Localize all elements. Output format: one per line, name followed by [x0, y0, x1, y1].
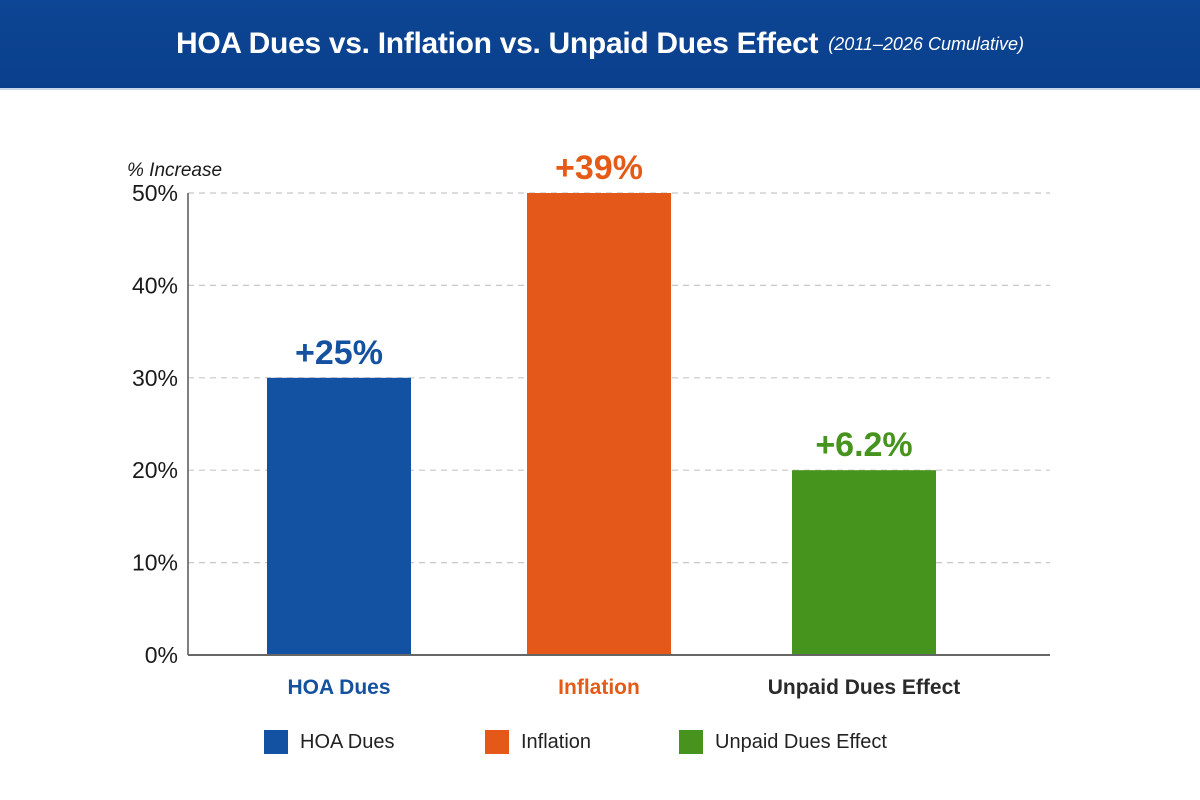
bar-unpaid-dues-effect: [792, 470, 936, 655]
y-tick-label: 30%: [132, 365, 178, 391]
x-category-label: Unpaid Dues Effect: [768, 676, 961, 699]
y-tick-label: 20%: [132, 457, 178, 483]
legend-swatch-inflation: [485, 730, 509, 754]
y-axis-ticks: 0% 10% 20% 30% 40% 50%: [132, 180, 178, 668]
bar-inflation: [527, 193, 671, 655]
data-labels: +25% +39% +6.2%: [295, 149, 913, 464]
legend-label-unpaid-dues-effect: Unpaid Dues Effect: [715, 730, 887, 753]
x-category-label: Inflation: [558, 676, 640, 699]
chart-header: HOA Dues vs. Inflation vs. Unpaid Dues E…: [0, 0, 1200, 90]
y-tick-label: 50%: [132, 180, 178, 206]
x-category-label: HOA Dues: [287, 676, 390, 699]
legend-item-inflation: Inflation: [485, 730, 591, 754]
y-axis-label: % Increase: [127, 160, 222, 181]
chart-subtitle: (2011–2026 Cumulative): [828, 33, 1024, 54]
y-tick-label: 0%: [145, 642, 178, 668]
y-tick-label: 10%: [132, 550, 178, 576]
chart-title: HOA Dues vs. Inflation vs. Unpaid Dues E…: [176, 27, 819, 60]
legend: HOA Dues Inflation Unpaid Dues Effect: [0, 730, 1200, 760]
legend-item-hoa-dues: HOA Dues: [264, 730, 394, 754]
legend-item-unpaid-dues-effect: Unpaid Dues Effect: [679, 730, 887, 754]
data-label: +39%: [555, 149, 643, 187]
data-label: +25%: [295, 334, 383, 372]
legend-label-inflation: Inflation: [521, 730, 592, 753]
data-label: +6.2%: [815, 426, 912, 464]
legend-swatch-hoa-dues: [264, 730, 288, 754]
legend-swatch-unpaid-dues-effect: [679, 730, 703, 754]
category-labels: HOA Dues Inflation Unpaid Dues Effect: [287, 676, 960, 699]
legend-label-hoa-dues: HOA Dues: [300, 730, 395, 753]
bar-hoa-dues: [267, 377, 411, 655]
bars: [267, 193, 936, 655]
y-tick-label: 40%: [132, 272, 178, 298]
